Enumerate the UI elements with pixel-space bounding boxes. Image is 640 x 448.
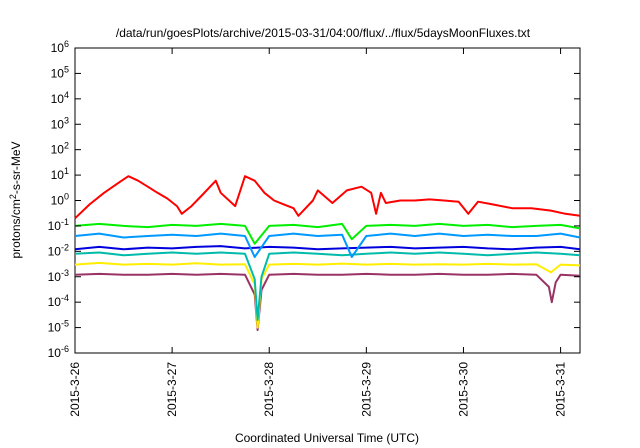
y-tick-label: 10-5 [48,319,69,335]
y-tick-label-base: 10 [51,143,65,157]
y-tick-label: 106 [51,39,69,55]
y-tick-label: 101 [51,166,69,182]
y-tick-label-exp: -3 [61,268,69,278]
y-axis-label-sup: 2 [8,194,18,199]
plot-frame [74,47,581,354]
y-axis-label: protons/cm2-s-sr-MeV [8,141,23,258]
y-tick-label-exp: 0 [64,192,69,202]
y-tick-label-exp: 6 [64,39,69,49]
y-tick-label-base: 10 [48,295,62,309]
series-line-5 [74,251,581,321]
y-tick-label-exp: 3 [64,115,69,125]
y-axis-label-suffix: -s-sr-MeV [9,141,23,194]
y-tick-label: 10-3 [48,268,69,284]
x-tick-label: 2015-3-28 [262,362,276,417]
y-tick-label: 104 [51,90,69,106]
series-line-4 [74,245,581,251]
y-tick-label-base: 10 [48,321,62,335]
y-tick-label-base: 10 [48,219,62,233]
y-tick-label-exp: -5 [61,319,69,329]
y-axis-label-prefix: protons/cm [9,199,23,258]
y-tick-label-base: 10 [51,66,65,80]
y-axis: 10-610-510-410-310-210-11001011021031041… [48,39,580,360]
y-tick-label-exp: 5 [64,64,69,74]
series-line-3 [74,232,581,258]
y-tick-label-base: 10 [51,41,65,55]
y-tick-label-base: 10 [51,117,65,131]
series-line-2 [74,222,581,245]
y-tick-label-exp: -1 [61,217,69,227]
y-tick-label: 102 [51,141,69,157]
y-tick-label: 10-6 [48,344,69,360]
y-tick-label-exp: 1 [64,166,69,176]
x-axis: 2015-3-26 2015-3-27 2015-3-28 2015-3-29 2015… [68,48,568,417]
y-tick-label-base: 10 [48,270,62,284]
series-line-1 [74,175,581,220]
y-tick-label-exp: -6 [61,344,69,354]
y-tick-label: 10-2 [48,242,69,258]
y-tick-label-exp: -4 [61,293,69,303]
y-tick-label: 103 [51,115,69,131]
y-tick-label-exp: -2 [61,242,69,252]
y-tick-label-base: 10 [51,168,65,182]
y-tick-label: 100 [51,192,69,208]
x-tick-label: 2015-3-30 [456,362,470,417]
y-tick-label-base: 10 [51,92,65,106]
y-tick-label: 10-1 [48,217,69,233]
chart-title: /data/run/goesPlots/archive/2015-03-31/0… [116,26,531,40]
y-tick-label-exp: 4 [64,90,69,100]
y-tick-label: 10-4 [48,293,69,309]
series-layer [74,175,581,331]
y-tick-label-base: 10 [48,244,62,258]
x-tick-label: 2015-3-29 [359,362,373,417]
y-tick-label-base: 10 [48,346,62,360]
x-axis-label: Coordinated Universal Time (UTC) [235,431,419,445]
series-line-6 [74,261,581,329]
x-tick-label: 2015-3-26 [68,362,82,417]
x-tick-label: 2015-3-31 [554,362,568,417]
x-tick-label: 2015-3-27 [165,362,179,417]
y-tick-label-exp: 2 [64,141,69,151]
y-tick-label: 105 [51,64,69,80]
y-tick-label-base: 10 [51,194,65,208]
series-line-7 [74,272,581,331]
